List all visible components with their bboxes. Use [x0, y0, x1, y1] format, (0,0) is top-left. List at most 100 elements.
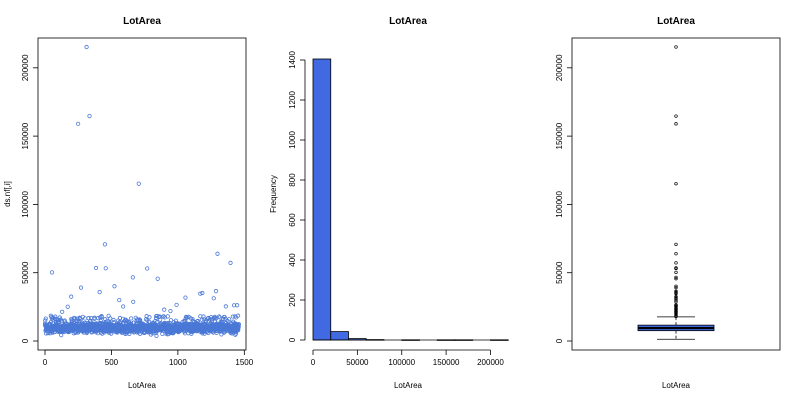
scatter-point	[147, 315, 152, 320]
scatter-point	[214, 316, 219, 321]
scatter-point	[213, 289, 219, 294]
boxplot-y-tick-label: 200000	[555, 54, 564, 81]
scatter-title: LotArea	[123, 16, 161, 27]
boxplot-outlier	[674, 261, 678, 265]
histogram-y-tick-label: 400	[288, 253, 297, 267]
scatter-y-tick-label: 0	[21, 338, 30, 343]
scatter-point	[108, 316, 113, 321]
scatter-point	[227, 317, 232, 322]
scatter-point	[62, 318, 67, 323]
scatter-point	[155, 276, 160, 281]
scatter-x-tick-label: 1000	[169, 358, 187, 367]
scatter-point	[65, 304, 70, 309]
scatter-point	[223, 304, 228, 309]
histogram-y-tick-label: 1000	[288, 131, 297, 149]
scatter-point	[174, 302, 179, 308]
scatter-x-tick-label: 1500	[235, 358, 253, 367]
scatter-y-tick-label: 150000	[21, 122, 30, 149]
boxplot-outlier	[674, 304, 678, 309]
boxplot-outlier	[674, 295, 678, 299]
scatter-point	[111, 319, 116, 325]
scatter-point	[117, 297, 122, 303]
scatter-point	[102, 242, 108, 247]
scatter-point	[217, 315, 222, 320]
scatter-point	[158, 317, 163, 322]
scatter-point	[235, 303, 240, 308]
scatter-point	[168, 308, 173, 314]
histogram-y-tick-label: 0	[288, 337, 297, 342]
scatter-point	[103, 266, 108, 271]
scatter-point	[202, 331, 207, 336]
boxplot-outlier	[674, 122, 678, 126]
scatter-point	[130, 275, 135, 280]
scatter-point	[112, 284, 117, 289]
histogram-y-tick-label: 200	[288, 293, 297, 307]
histogram-y-tick-label: 1200	[288, 91, 297, 109]
boxplot-y-tick-label: 0	[555, 338, 564, 343]
boxplot-outlier	[674, 242, 678, 247]
scatter-point	[145, 266, 150, 271]
scatter-point	[96, 316, 101, 321]
scatter-point	[214, 330, 219, 335]
scatter-x-tick-label: 0	[43, 358, 48, 367]
scatter-point	[216, 314, 222, 319]
scatter-point	[215, 251, 220, 256]
scatter-point	[87, 113, 92, 119]
boxplot-outlier	[674, 303, 678, 307]
scatter-point	[84, 44, 89, 50]
scatter-point	[154, 333, 159, 338]
scatter-point	[97, 290, 102, 295]
scatter-point	[78, 285, 84, 290]
scatter-point	[75, 121, 81, 126]
scatter-point	[165, 314, 170, 319]
scatter-y-tick-label: 50000	[21, 261, 30, 284]
scatter-point	[235, 313, 241, 318]
scatter-point	[168, 318, 174, 323]
boxplot-outlier	[674, 284, 678, 288]
boxplot-y-tick-label: 150000	[555, 122, 564, 149]
scatter-point	[88, 318, 93, 323]
histogram-x-tick-label: 200000	[477, 358, 504, 367]
histogram-y-tick-label: 800	[288, 173, 297, 187]
scatter-point	[59, 333, 64, 338]
boxplot-outlier	[674, 300, 678, 304]
boxplot-outlier	[674, 275, 678, 280]
scatter-point	[131, 299, 136, 304]
scatter-point	[136, 181, 141, 186]
scatter-x-label: LotArea	[128, 381, 157, 390]
scatter-point	[200, 290, 205, 296]
scatter-plot-frame	[37, 37, 247, 351]
boxplot-outlier	[674, 266, 678, 270]
scatter-point	[129, 316, 134, 321]
scatter-point	[109, 331, 114, 336]
boxplot-y-tick-label: 50000	[555, 261, 564, 284]
scatter-x-tick-label: 500	[105, 358, 119, 367]
histogram-y-tick-label: 600	[288, 213, 297, 227]
scatter-point	[78, 316, 83, 322]
histogram-y-tick-label: 1400	[288, 51, 297, 69]
scatter-point	[195, 318, 201, 324]
boxplot-outlier	[674, 182, 678, 186]
histogram-bar	[330, 331, 349, 341]
histogram-y-label: Frequency	[269, 175, 278, 213]
boxplot-frame	[571, 37, 781, 351]
boxplot-outlier	[674, 114, 678, 118]
scatter-point	[236, 324, 241, 329]
histogram-x-tick-label: 100000	[388, 358, 415, 367]
scatter-point	[121, 304, 126, 309]
histogram-x-label: LotArea	[394, 381, 423, 390]
scatter-point	[183, 295, 188, 300]
boxplot-outlier	[674, 277, 678, 281]
histogram-title: LotArea	[389, 16, 427, 27]
scatter-point	[43, 318, 48, 323]
boxplot-outlier	[674, 289, 678, 293]
scatter-point	[69, 294, 74, 299]
scatter-point	[43, 316, 48, 321]
scatter-point	[107, 320, 112, 325]
scatter-point	[49, 270, 55, 275]
scatter-point	[183, 318, 188, 324]
scatter-point	[155, 319, 160, 325]
boxplot-outlier	[674, 252, 678, 256]
boxplot-y-tick-label: 100000	[555, 191, 564, 218]
